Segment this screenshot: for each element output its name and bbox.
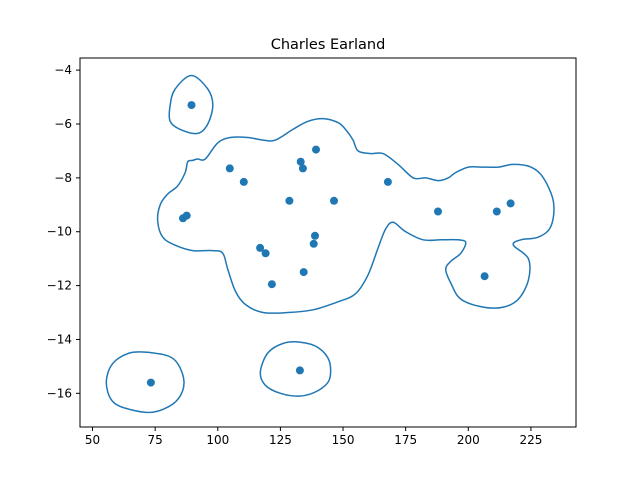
scatter-point-3 bbox=[239, 177, 248, 186]
scatter-point-12 bbox=[312, 145, 320, 154]
contour-line-3 bbox=[105, 351, 185, 414]
x-tick-label-4: 125 bbox=[269, 433, 292, 447]
contour-line-2 bbox=[156, 117, 555, 314]
scatter-point-15 bbox=[299, 268, 308, 277]
scatter-point-18 bbox=[434, 207, 442, 216]
scatter-point-23 bbox=[295, 366, 304, 375]
x-tick-label-2: 75 bbox=[148, 433, 163, 447]
scatter-point-16 bbox=[330, 196, 338, 205]
scatter-point-10 bbox=[296, 157, 305, 166]
x-tick-label-6: 175 bbox=[394, 433, 417, 447]
scatter-point-8 bbox=[267, 280, 276, 289]
y-tick-label-5: −8 bbox=[54, 171, 72, 185]
scatter-point-22 bbox=[146, 378, 155, 387]
scatter-point-20 bbox=[506, 199, 515, 208]
y-tick-label-6: −6 bbox=[54, 117, 72, 131]
scatter-point-7 bbox=[261, 249, 270, 258]
plot-frame bbox=[79, 57, 577, 428]
scatter-point-11 bbox=[298, 164, 307, 173]
y-axis-ticks: −16 −14 −12 −10 −8 −6 −4 bbox=[47, 63, 80, 400]
scatter-point-5 bbox=[182, 211, 191, 220]
scatter-point-19 bbox=[492, 207, 501, 216]
x-tick-label-7: 200 bbox=[457, 433, 480, 447]
x-tick-label-3: 100 bbox=[206, 433, 229, 447]
scatter-point-9 bbox=[285, 196, 294, 205]
contour-line-1 bbox=[168, 74, 214, 135]
scatter-point-14 bbox=[309, 239, 318, 248]
scatter-point-13 bbox=[311, 231, 319, 240]
y-tick-label-4: −10 bbox=[47, 225, 72, 239]
scatter-point-21 bbox=[480, 272, 489, 281]
chart-title: Charles Earland bbox=[271, 37, 386, 53]
scatter-point-1 bbox=[187, 101, 196, 110]
scatter-point-17 bbox=[383, 177, 392, 186]
density-contours bbox=[105, 74, 555, 414]
scatter-point-2 bbox=[225, 164, 234, 173]
x-tick-label-1: 50 bbox=[85, 433, 100, 447]
y-tick-label-3: −12 bbox=[47, 279, 72, 293]
y-tick-label-7: −4 bbox=[54, 63, 72, 77]
x-tick-label-5: 150 bbox=[332, 433, 355, 447]
scatter-points bbox=[146, 101, 515, 387]
y-tick-label-2: −14 bbox=[47, 332, 72, 346]
contour-line-4 bbox=[259, 341, 332, 397]
x-tick-label-8: 225 bbox=[519, 433, 542, 447]
y-tick-label-1: −16 bbox=[47, 386, 72, 400]
x-axis-ticks: 50 75 100 125 150 175 200 225 bbox=[85, 427, 542, 447]
scatter-point-6 bbox=[256, 243, 265, 252]
